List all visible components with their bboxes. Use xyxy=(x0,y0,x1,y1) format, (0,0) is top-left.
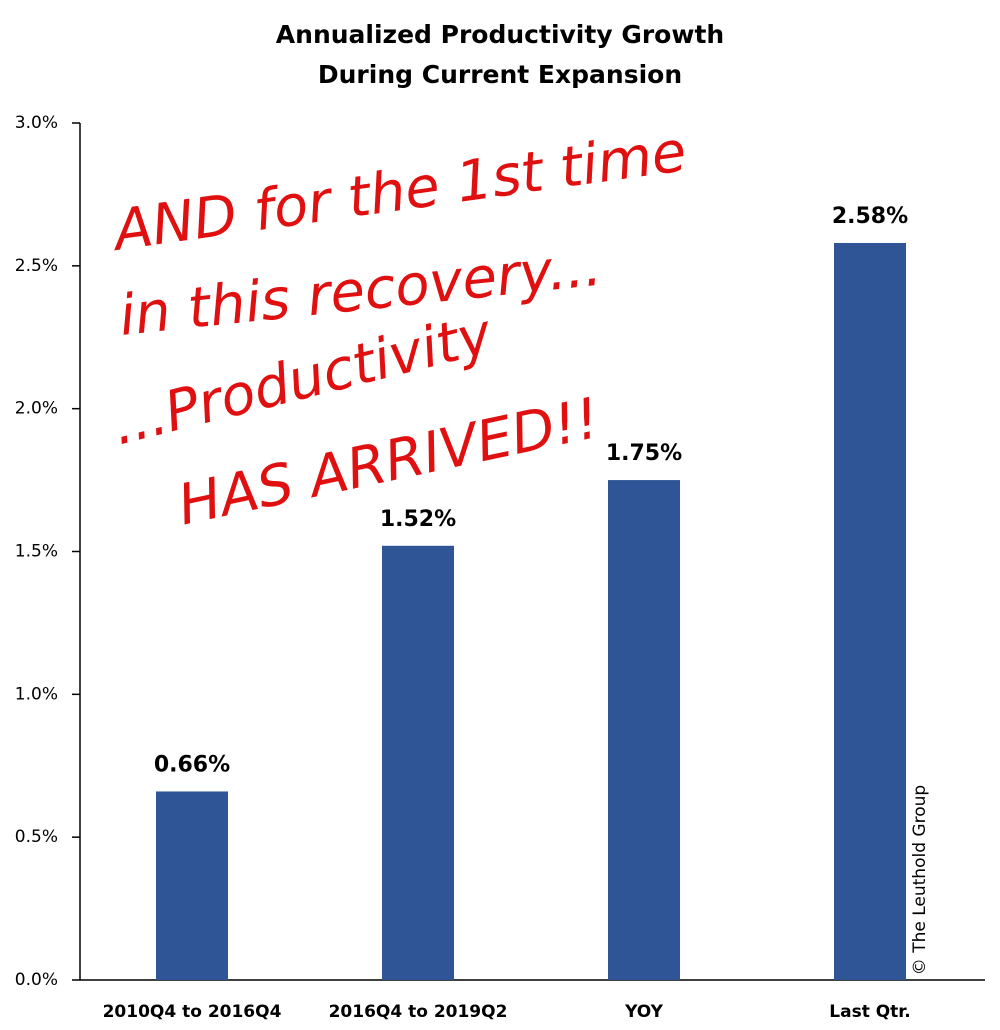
x-tick-label: 2010Q4 to 2016Q4 xyxy=(103,1002,282,1022)
x-tick-label: Last Qtr. xyxy=(829,1002,910,1022)
y-tick-label: 0.5% xyxy=(15,827,58,847)
credit: © The Leuthold Group xyxy=(910,785,930,975)
value-label: 0.66% xyxy=(154,752,230,777)
bar xyxy=(834,242,906,981)
chart-title: During Current Expansion xyxy=(318,60,682,89)
y-tick-label: 1.5% xyxy=(15,542,58,562)
bar xyxy=(382,545,454,980)
value-label: 1.75% xyxy=(606,441,682,466)
bar xyxy=(156,791,228,980)
x-tick-label: YOY xyxy=(624,1002,664,1022)
y-tick-label: 2.0% xyxy=(15,399,58,419)
bar xyxy=(608,480,680,980)
x-tick-label: 2016Q4 to 2019Q2 xyxy=(329,1002,508,1022)
chart-title: Annualized Productivity Growth xyxy=(276,20,724,49)
y-tick-label: 0.0% xyxy=(15,970,58,990)
y-tick-label: 1.0% xyxy=(15,684,58,704)
value-label: 2.58% xyxy=(832,204,908,229)
y-tick-label: 2.5% xyxy=(15,256,58,276)
y-tick-label: 3.0% xyxy=(15,113,58,133)
value-label: 1.52% xyxy=(380,507,456,532)
